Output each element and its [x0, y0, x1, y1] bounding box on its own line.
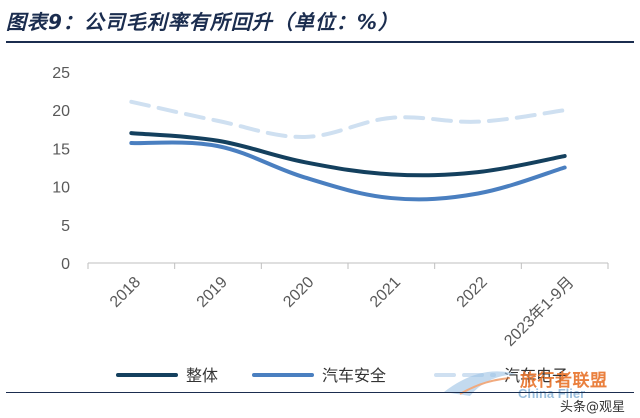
y-tick-label: 25 [52, 65, 70, 82]
bottom-rule [6, 392, 634, 393]
series-line-1 [129, 131, 567, 178]
series-line-2 [129, 140, 567, 202]
x-tick-label: 2018 [107, 274, 144, 311]
watermark-subtext: China Flier [518, 386, 586, 401]
legend-label-1: 整体 [186, 366, 218, 385]
airplane-logo-icon [444, 371, 516, 396]
legend: 整体 汽车安全 汽车电子 [116, 366, 568, 385]
legend-label-3: 汽车电子 [504, 366, 568, 385]
y-tick-label: 5 [61, 218, 70, 235]
y-axis: 0 5 10 15 20 25 [52, 65, 70, 273]
y-tick-label: 20 [52, 103, 70, 120]
y-tick-label: 15 [52, 141, 70, 158]
title-rule [6, 41, 634, 43]
source-label: 头条@观星 [560, 400, 626, 415]
x-tick-label: 2022 [454, 274, 491, 311]
watermark-text: 旅行者联盟 [520, 371, 608, 391]
legend-label-2: 汽车安全 [322, 366, 386, 385]
x-tick-label: 2020 [280, 274, 317, 311]
series-line-3 [129, 99, 567, 139]
chart-title: 图表9：公司毛利率有所回升（单位：%） [6, 10, 399, 34]
y-tick-label: 0 [61, 256, 70, 273]
x-axis: 2018 2019 2020 2021 2022 2023年1-9月 [87, 262, 609, 350]
x-tick-label: 2021 [367, 274, 404, 311]
x-tick-label: 2019 [194, 274, 231, 311]
series-lines [129, 99, 567, 202]
x-tick-label: 2023年1-9月 [501, 273, 578, 350]
y-tick-label: 10 [52, 180, 70, 197]
